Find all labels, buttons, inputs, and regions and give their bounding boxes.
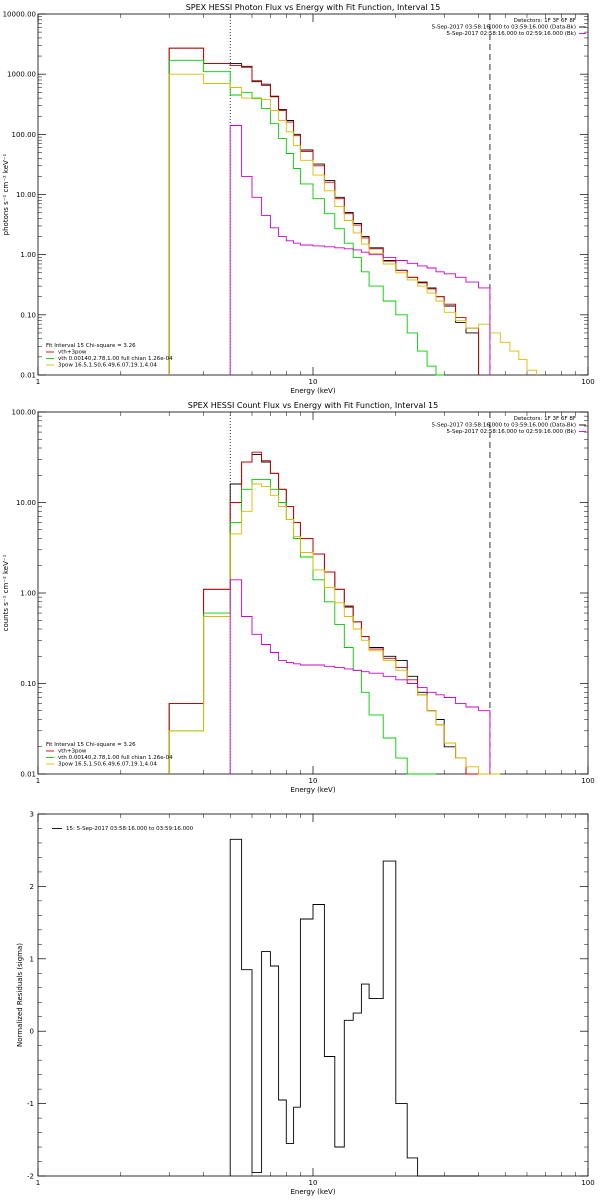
legend-text: vth+3pow (58, 350, 87, 356)
y-axis-title: Normalized Residuals (sigma) (16, 943, 24, 1047)
y-tick-label: 0.01 (20, 372, 36, 380)
x-tick-label: 10 (309, 378, 318, 386)
legend-text: 15: 5-Sep-2017 03:58:16.000 to 03:59:16.… (66, 826, 194, 832)
series-line-vth (168, 59, 445, 376)
info-text: 5-Sep-2017 02:58:16.000 to 02:59:16.000 … (447, 31, 577, 37)
x-tick-label: 100 (581, 777, 594, 785)
x-tick-label: 100 (581, 378, 594, 386)
y-tick-label: 2 (30, 883, 34, 891)
legend-text: Fit Interval 15 Chi-square = 3.26 (46, 742, 136, 748)
info-text: 5-Sep-2017 02:58:16.000 to 02:59:16.000 … (447, 429, 577, 435)
y-tick-label: 10.00 (16, 499, 36, 507)
legend-text: vth 0.00140,2.78,1.00 full chian 1.26e-0… (58, 755, 173, 761)
series-line-vth (168, 478, 436, 775)
y-tick-label: 1000.00 (7, 71, 36, 79)
legend-text: 3pow 16.5,1.50,6.49,6.07,19.1,4.04 (58, 363, 157, 369)
chart-title: SPEX HESSI Photon Flux vs Energy with Fi… (186, 3, 441, 12)
y-tick-label: -1 (27, 1100, 34, 1108)
y-axis-title: photons s⁻¹ cm⁻² keV⁻¹ (2, 153, 10, 235)
info-text: Detectors: 1F 3F 6F 8F (514, 416, 576, 422)
x-tick-label: 1 (36, 1179, 40, 1187)
y-tick-label: 10.00 (16, 191, 36, 199)
x-tick-label: 1 (36, 378, 40, 386)
y-tick-label: 0.01 (20, 771, 36, 779)
series-line-3pow (168, 483, 501, 775)
x-axis-title: Energy (keV) (290, 1188, 335, 1196)
y-tick-label: 1.00 (20, 251, 36, 259)
x-tick-label: 10 (309, 777, 318, 785)
series-line-bk (229, 579, 491, 774)
series-line-bk (229, 125, 491, 375)
series-line-residuals (229, 838, 479, 1177)
x-axis-title: Energy (keV) (290, 786, 335, 794)
y-tick-label: -2 (27, 1173, 34, 1181)
x-tick-label: 100 (581, 1179, 594, 1187)
y-tick-label: 3 (30, 811, 34, 819)
series-line-3pow (168, 73, 538, 375)
legend-text: vth 0.00140,2.78,1.00 full chian 1.26e-0… (58, 356, 173, 362)
x-axis-title: Energy (keV) (290, 387, 335, 395)
legend-text: Fit Interval 15 Chi-square = 3.26 (46, 343, 136, 349)
series-line-data-bk (168, 47, 480, 375)
chart-title: SPEX HESSI Count Flux vs Energy with Fit… (188, 401, 439, 410)
series-line-vth-3pow (168, 47, 480, 375)
count-flux-panel: SPEX HESSI Count Flux vs Energy with Fit… (2, 401, 595, 794)
y-tick-label: 100.00 (12, 409, 37, 417)
legend-text: vth+3pow (58, 749, 87, 755)
info-text: 5-Sep-2017 03:58:16.000 to 03:59:16.000 … (432, 25, 576, 31)
y-tick-label: 10000.00 (3, 11, 36, 19)
y-tick-label: 1 (30, 955, 34, 963)
plot-frame (37, 813, 589, 1177)
legend-text: 3pow 16.5,1.50,6.49,6.07,19.1,4.04 (58, 762, 157, 768)
y-tick-label: 1.00 (20, 590, 36, 598)
y-tick-label: 100.00 (12, 131, 37, 139)
x-tick-label: 10 (309, 1179, 318, 1187)
x-tick-label: 1 (36, 777, 40, 785)
photon-flux-panel: SPEX HESSI Photon Flux vs Energy with Fi… (2, 3, 595, 395)
y-axis-title: counts s⁻¹ cm⁻² keV⁻¹ (2, 554, 10, 631)
info-text: 5-Sep-2017 03:58:16.000 to 03:59:16.000 … (432, 423, 576, 429)
y-tick-label: 0.10 (20, 311, 36, 319)
y-tick-label: 0 (30, 1028, 34, 1036)
info-text: Detectors: 1F 3F 6F 8F (514, 18, 576, 24)
residuals-panel: 1 10 100 -2 -1 0 1 2 3 Energy (keV) Normalized Res… (16, 811, 595, 1197)
y-tick-label: 0.10 (20, 680, 36, 688)
series-line-data-bk (168, 453, 479, 775)
plot-frame (37, 411, 589, 775)
